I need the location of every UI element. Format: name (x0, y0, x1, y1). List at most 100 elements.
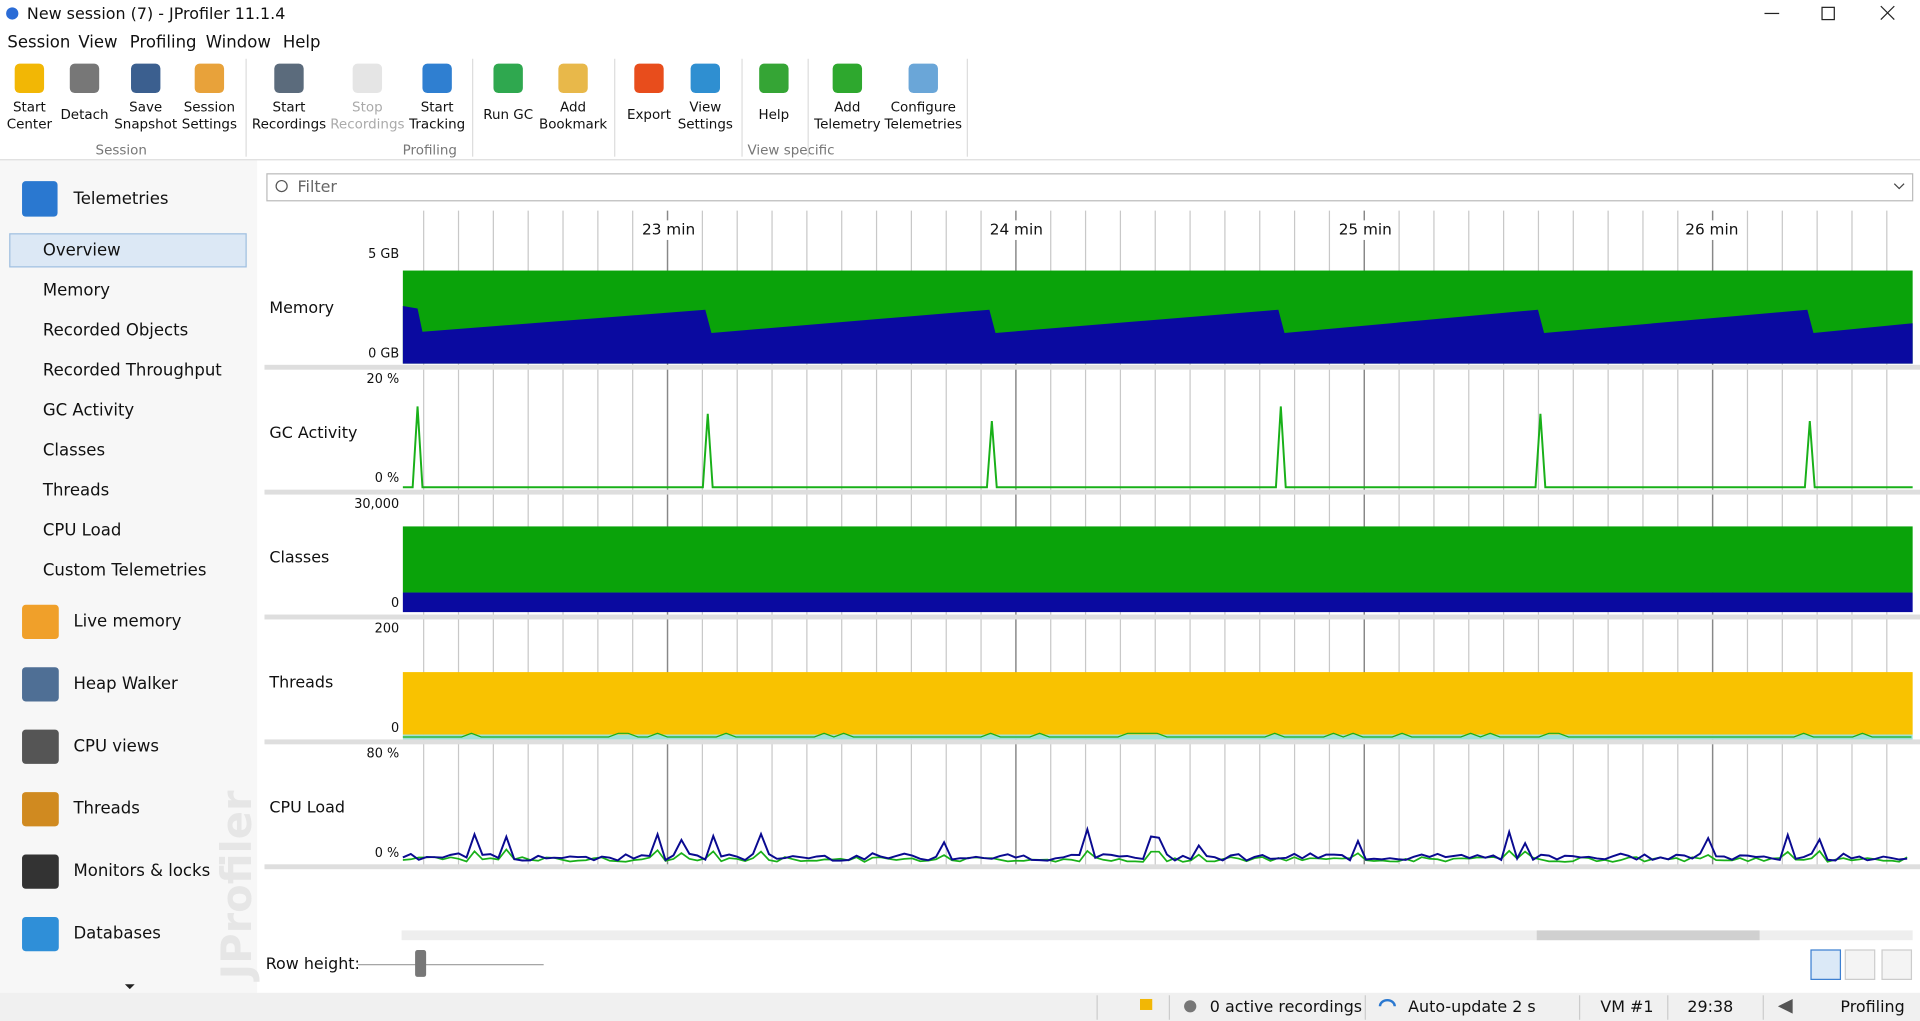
sidebar-section[interactable]: CPU views (73, 736, 158, 755)
sidebar-header[interactable]: Telemetries (72, 189, 168, 208)
menu-item[interactable]: View (78, 32, 117, 51)
row-separator (264, 489, 1920, 495)
toolbar-icon[interactable] (14, 63, 45, 94)
toolbar-icon[interactable] (634, 63, 664, 94)
sidebar-item[interactable]: Recorded Throughput (43, 361, 222, 380)
zoom-in-button[interactable] (1810, 949, 1842, 980)
row-height-slider[interactable] (415, 949, 427, 977)
toolbar-icon[interactable] (759, 63, 789, 94)
toolbar-icon[interactable] (194, 63, 225, 94)
menu-item[interactable]: Window (206, 32, 271, 51)
row-label-bg (264, 497, 402, 615)
window-title: New session (7) - JProfiler 11.1.4 (27, 4, 285, 23)
watermark: JProfiler (212, 790, 261, 982)
row-height-label: Row height: (266, 954, 360, 973)
fit-button[interactable] (1881, 949, 1913, 980)
row-label-bg (264, 621, 402, 740)
toolbar-button-label: Start (421, 101, 454, 116)
row-label-bg (264, 247, 402, 365)
filter-dropdown[interactable] (1893, 183, 1905, 190)
cpu-line (402, 825, 1908, 862)
toolbar-icon[interactable] (69, 63, 100, 94)
sidebar-bg (0, 160, 258, 993)
section-icon (22, 854, 59, 889)
toolbar-icon[interactable] (274, 63, 304, 94)
h-scrollbar[interactable] (401, 930, 1913, 941)
sidebar-item[interactable]: Overview (43, 240, 121, 259)
toolbar-button-label: Start (13, 101, 46, 116)
sidebar-item[interactable]: Classes (43, 441, 105, 460)
sidebar-item[interactable]: Custom Telemetries (43, 561, 207, 580)
row-separator (264, 739, 1920, 745)
search-icon (275, 179, 288, 193)
time-label-bg (986, 220, 1046, 240)
sidebar-item[interactable]: Recorded Objects (43, 321, 188, 340)
toolbar-icon[interactable] (352, 63, 383, 94)
axis-max-label: 5 GB (368, 247, 399, 262)
profiling-icon (1777, 998, 1793, 1014)
sidebar-section[interactable]: Databases (73, 924, 160, 943)
close-button[interactable] (1880, 5, 1895, 21)
telemetry-name[interactable]: CPU Load (269, 797, 345, 816)
app-icon (6, 7, 19, 20)
zoom-out-button[interactable] (1844, 949, 1876, 980)
status-item[interactable]: Auto-update 2 s (1408, 997, 1536, 1016)
toolbar-icon[interactable] (908, 63, 938, 94)
toolbar-area (0, 0, 1920, 160)
section-icon (22, 916, 59, 952)
toolbar-icon[interactable] (422, 63, 452, 94)
toolbar-button-label: Session (184, 101, 235, 116)
menu-item[interactable]: Session (7, 32, 70, 51)
axis-max-label: 20 % (367, 372, 400, 387)
time-label-bg (639, 220, 698, 240)
toolbar-icon[interactable] (131, 63, 161, 94)
autoupdate-icon (1378, 999, 1396, 1007)
sidebar-section[interactable]: Threads (72, 799, 139, 818)
status-item: 29:38 (1687, 997, 1733, 1016)
section-icon (22, 729, 59, 764)
axis-min-label: 0 % (375, 471, 399, 486)
axis-min-label: 0 (391, 721, 399, 736)
toolbar-icon[interactable] (690, 63, 720, 94)
axis-max-label: 80 % (367, 747, 400, 762)
toolbar-button-label: Telemetry (813, 117, 880, 132)
toolbar-button-label: Stop (352, 101, 383, 116)
axis-min-label: 0 (391, 596, 399, 611)
axis-min-label: 0 % (375, 846, 399, 861)
toolbar-icon[interactable] (832, 63, 863, 94)
time-axis-label: 26 min (1685, 221, 1738, 239)
sidebar-item[interactable]: Threads (42, 481, 109, 500)
restore-button[interactable] (1821, 6, 1835, 21)
sidebar-item[interactable]: Memory (43, 280, 110, 299)
section-icon (22, 792, 59, 827)
threads-runnable (402, 734, 1913, 740)
telemetry-name[interactable]: Classes (269, 548, 329, 567)
menu-item[interactable]: Profiling (130, 32, 197, 51)
status-item: VM #1 (1600, 997, 1653, 1016)
telemetry-name[interactable]: Threads (268, 673, 333, 692)
scroll-thumb[interactable] (1536, 930, 1760, 941)
toolbar-button-label: Export (627, 108, 671, 123)
menu-item[interactable]: Help (283, 32, 321, 51)
toolbar-button-label: View (689, 101, 721, 116)
axis-min-label: 0 GB (368, 346, 399, 361)
sidebar-section[interactable]: Monitors & locks (73, 861, 210, 880)
telemetry-name[interactable]: GC Activity (269, 423, 357, 442)
toolbar-button-label: Run GC (483, 108, 533, 123)
time-axis-label: 24 min (990, 221, 1043, 239)
toolbar-button-label: Detach (60, 108, 108, 123)
toolbar-icon[interactable] (493, 63, 523, 94)
toolbar-icon[interactable] (558, 63, 588, 94)
sidebar-item[interactable]: CPU Load (43, 521, 121, 540)
sidebar-more[interactable] (124, 984, 135, 990)
sidebar-section[interactable]: Heap Walker (73, 674, 178, 693)
row-label-bg (264, 746, 402, 865)
filter-box[interactable] (266, 173, 1914, 202)
sidebar-item[interactable]: GC Activity (43, 401, 135, 420)
telemetry-name[interactable]: Memory (269, 298, 334, 317)
time-axis-label: 23 min (642, 221, 695, 239)
sidebar-section[interactable]: Live memory (73, 611, 181, 630)
toolbar-group-label: Session (96, 144, 147, 159)
toolbar-button-label: Add (560, 101, 586, 116)
